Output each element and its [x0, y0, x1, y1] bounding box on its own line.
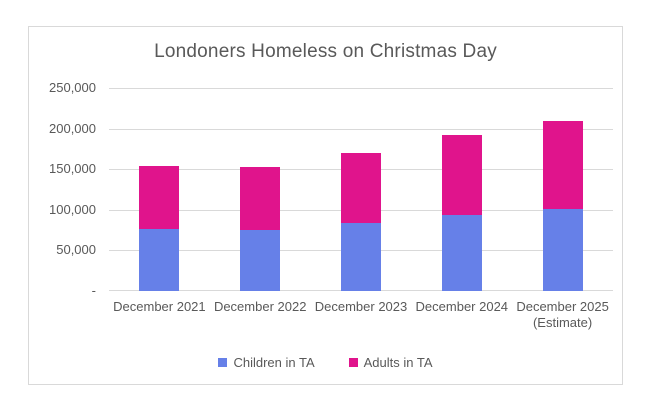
- chart-frame: Londoners Homeless on Christmas Day 250,…: [28, 26, 623, 385]
- gridline-250000: [109, 88, 613, 89]
- y-axis-tick-label: -: [91, 283, 96, 298]
- bar-segment-adults-in-ta-december-2024: [441, 135, 482, 215]
- x-axis-label-december-2023: December 2023: [311, 299, 412, 315]
- bar-segment-adults-in-ta-december-2021: [139, 165, 180, 230]
- x-axis-label-december-2022: December 2022: [210, 299, 311, 315]
- y-axis-tick-label: 150,000: [49, 161, 96, 177]
- legend-label: Adults in TA: [363, 355, 433, 370]
- chart-title: Londoners Homeless on Christmas Day: [154, 41, 497, 62]
- gridline-200000: [109, 128, 613, 130]
- legend-swatch-children-in-ta-icon: [218, 358, 228, 367]
- plot-area: [109, 88, 613, 291]
- bar-segment-children-in-ta-december-2022: [240, 230, 281, 291]
- x-axis-label-december-2024: December 2024: [411, 299, 512, 315]
- legend-label: Children in TA: [233, 355, 315, 370]
- x-axis-label-text: December 2023: [314, 299, 408, 314]
- x-axis-label-text: December 2021: [113, 299, 206, 314]
- x-axis: December 2021 December 2022 December 2023 D…: [109, 299, 613, 335]
- bar-segment-adults-in-ta-december-2022: [240, 166, 281, 231]
- bar-segment-children-in-ta-december-2024: [441, 214, 482, 291]
- x-axis-label-text: December 2025: [516, 299, 609, 314]
- x-axis-sublabel: (Estimate): [532, 315, 593, 330]
- x-axis-label-december-2021: December 2021: [109, 299, 210, 315]
- bar-segment-children-in-ta-december-2023: [341, 222, 381, 291]
- bar-segment-children-in-ta-december-2021: [139, 229, 180, 291]
- bar-segment-adults-in-ta-december-2023: [341, 152, 381, 223]
- legend-item-children-in-ta: Children in TA: [218, 355, 315, 370]
- bar-segment-children-in-ta-december-2025: [542, 209, 583, 291]
- x-axis-label-december-2025: December 2025 (Estimate): [512, 299, 613, 331]
- y-axis-tick-label: 100,000: [49, 201, 96, 217]
- legend-item-adults-in-ta: Adults in TA: [348, 355, 433, 370]
- y-axis-tick-label: 250,000: [49, 80, 96, 95]
- legend-swatch-adults-in-ta-icon: [348, 358, 358, 367]
- bar-segment-adults-in-ta-december-2025: [542, 120, 583, 209]
- x-axis-label-text: December 2022: [213, 299, 307, 314]
- y-axis-tick-label: 200,000: [49, 120, 96, 136]
- y-axis: 250,000 200,000 150,000 100,000 50,000 -: [29, 80, 96, 298]
- x-axis-label-text: December 2024: [415, 299, 509, 314]
- y-axis-tick-label: 50,000: [56, 242, 96, 258]
- legend: Children in TA Adults in TA: [29, 355, 622, 370]
